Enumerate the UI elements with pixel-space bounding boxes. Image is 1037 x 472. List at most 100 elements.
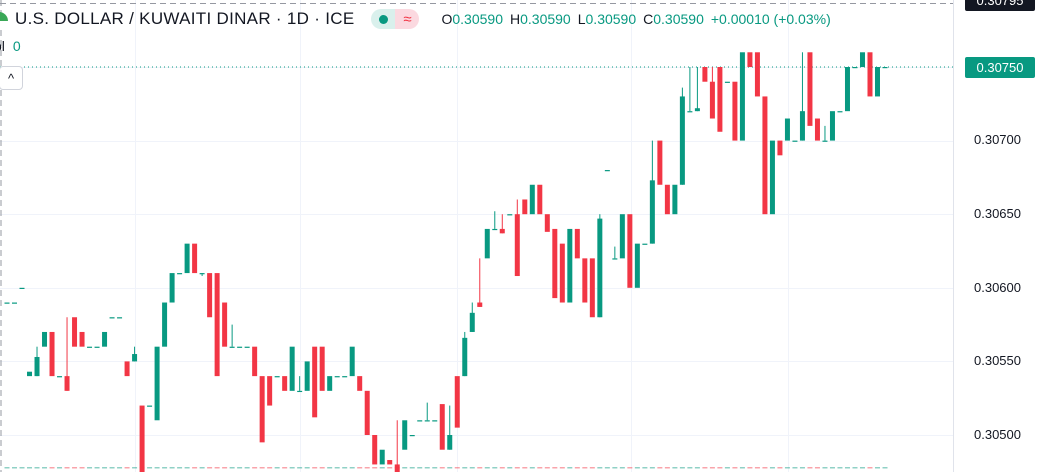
volume-bar — [732, 467, 738, 469]
volume-bar — [567, 467, 573, 469]
volume-bar — [252, 467, 258, 469]
candle-body — [409, 435, 415, 437]
candle — [42, 331, 48, 347]
legend-header: U.S. DOLLAR / KUWAITI DINAR · 1D · ICE ≈… — [0, 6, 831, 32]
volume-bar — [169, 467, 175, 469]
symbol-title[interactable]: U.S. DOLLAR / KUWAITI DINAR · 1D · ICE — [15, 9, 355, 28]
volume-bar — [852, 467, 858, 469]
volume-bar — [574, 467, 580, 469]
open-label: O — [441, 11, 453, 27]
market-status-pill[interactable]: ≈ — [371, 9, 420, 29]
candle-body — [319, 346, 325, 391]
candle-body — [372, 435, 378, 465]
volume-bar — [462, 467, 468, 469]
candle — [582, 258, 588, 303]
candle-body — [417, 420, 423, 422]
candle — [49, 331, 55, 377]
candle — [852, 67, 858, 69]
candle — [807, 52, 813, 126]
volume-bar — [657, 467, 663, 469]
candle-body — [237, 346, 243, 348]
candle-body — [222, 302, 228, 347]
volume-bar — [792, 467, 798, 469]
volume-bar — [4, 467, 10, 469]
volume-bar — [484, 467, 490, 469]
volume-bar — [402, 467, 408, 469]
candle-body — [679, 96, 685, 185]
candle — [19, 287, 25, 289]
candle — [544, 214, 550, 232]
candle — [612, 246, 618, 260]
volume-bar — [87, 467, 93, 469]
candle-body — [79, 331, 85, 347]
candle-body — [514, 214, 520, 277]
volume-bar — [552, 467, 558, 469]
ohlc-values: O0.30590 H0.30590 L0.30590 C0.30590 +0.0… — [441, 11, 830, 27]
candle — [34, 346, 40, 377]
candle — [732, 81, 738, 141]
volume-bar — [312, 467, 318, 469]
candle-body — [274, 376, 280, 378]
candle — [627, 214, 633, 288]
candle-body — [874, 67, 880, 97]
candle-body — [4, 302, 10, 304]
candle — [792, 140, 798, 142]
candle-body — [507, 214, 513, 216]
collapse-legend-button[interactable]: ^ — [0, 66, 23, 90]
volume-bar — [334, 467, 340, 469]
candle-body — [777, 140, 783, 156]
volume-bar — [274, 467, 280, 469]
volume-bar — [297, 467, 303, 469]
volume-bar — [19, 467, 25, 469]
volume-bar — [304, 467, 310, 469]
candle — [514, 199, 520, 277]
candle — [454, 376, 460, 428]
delayed-data-icon[interactable]: ≈ — [395, 9, 420, 29]
price-label: 0.30650 — [974, 206, 1021, 221]
candle — [777, 140, 783, 156]
candle — [109, 317, 115, 319]
candle — [169, 273, 175, 303]
candle-body — [822, 140, 828, 142]
candle — [64, 317, 70, 391]
volume-bar — [709, 467, 715, 469]
candle-body — [72, 317, 78, 347]
candle-body — [589, 258, 595, 318]
candle-body — [424, 420, 430, 422]
candle — [237, 346, 243, 348]
candle-body — [477, 302, 483, 307]
high-value: 0.30590 — [520, 11, 571, 27]
candle-body — [769, 140, 775, 215]
volume-bar — [387, 467, 393, 469]
volume-bar — [132, 467, 138, 469]
candle — [589, 258, 595, 318]
volume-bar — [544, 467, 550, 469]
candle — [289, 346, 295, 391]
volume-bar — [289, 467, 295, 469]
candle-body — [454, 376, 460, 428]
candle — [132, 346, 138, 362]
candle-body — [42, 331, 48, 347]
market-open-dot-icon[interactable] — [371, 9, 396, 29]
volume-bar — [147, 467, 153, 469]
candle-body — [522, 199, 528, 215]
volume-bar — [72, 467, 78, 469]
candle — [687, 67, 693, 113]
price-label: 0.30550 — [974, 353, 1021, 368]
candle-body — [462, 337, 468, 377]
volume-bar — [364, 467, 370, 469]
volume-bar — [627, 467, 633, 469]
candle-body — [709, 81, 715, 119]
symbol-logo-icon — [0, 10, 10, 28]
candle-body — [657, 140, 663, 185]
volume-bar — [327, 467, 333, 469]
candle-body — [672, 184, 678, 215]
volume-bar — [559, 467, 565, 469]
volume-bar — [394, 467, 400, 469]
candle-body — [117, 317, 123, 319]
candle-body — [162, 302, 168, 347]
close-value: 0.30590 — [653, 11, 704, 27]
candle-body — [147, 405, 153, 407]
candle-body — [642, 243, 648, 245]
